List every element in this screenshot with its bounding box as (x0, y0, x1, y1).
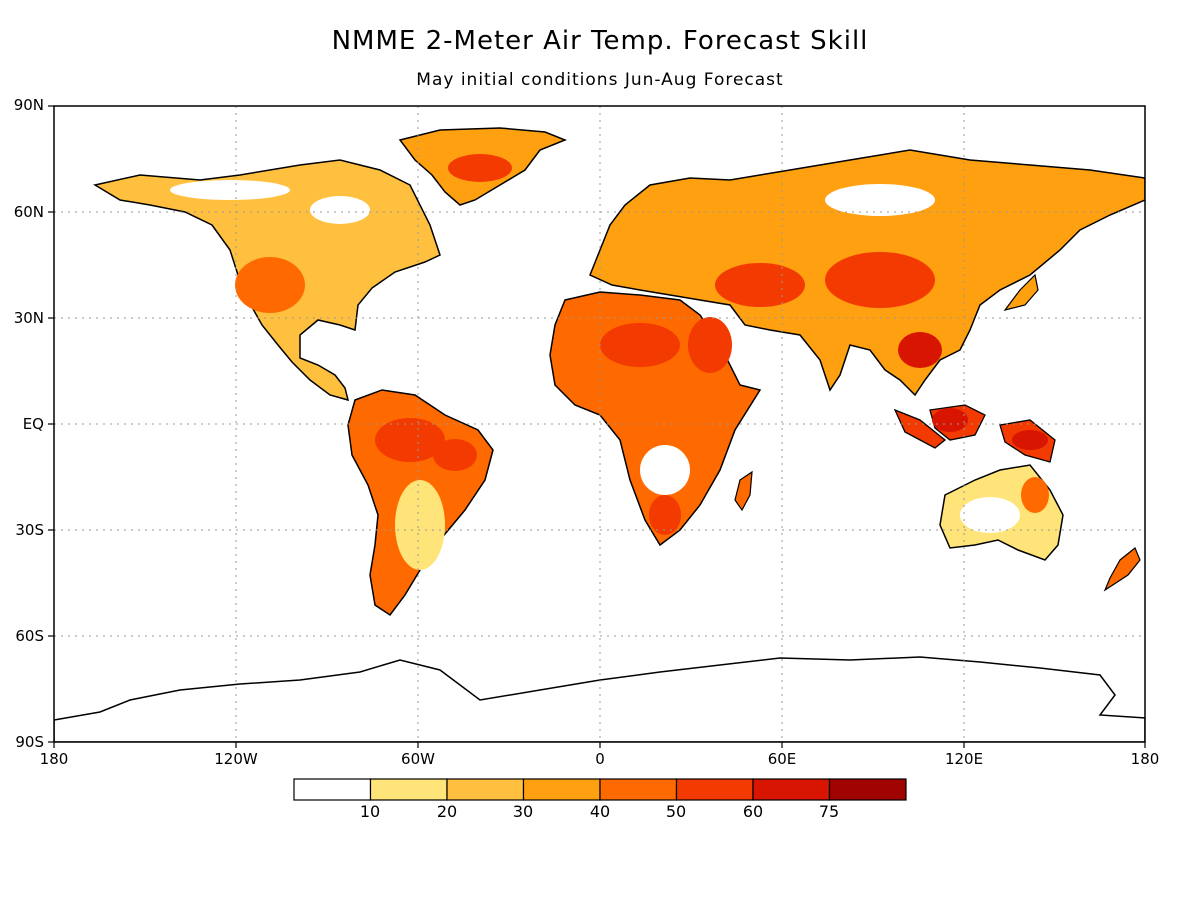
colorbar-swatch-8 (828, 778, 907, 801)
map-title: NMME 2-Meter Air Temp. Forecast Skill (331, 26, 869, 56)
lat-label-30s: 30S (15, 521, 44, 539)
axis-ticks (48, 105, 1146, 748)
colorbar-swatch-3 (446, 778, 525, 801)
lon-label-0: 0 (595, 750, 605, 768)
lat-label-eq: EQ (22, 415, 44, 433)
colorbar-swatch-5 (599, 778, 678, 801)
map-subtitle: May initial conditions Jun-Aug Forecast (416, 70, 784, 90)
graticule (54, 106, 1145, 742)
landmass-madagascar (734, 470, 753, 512)
lon-label-60e: 60E (767, 750, 797, 768)
skill-field (54, 127, 1145, 742)
landmass-japan (1003, 273, 1039, 311)
lat-label-90n: 90N (13, 96, 44, 114)
colorbar-label-50: 50 (665, 802, 687, 821)
colorbar-swatch-6 (675, 778, 754, 801)
colorbar-swatch-1 (293, 778, 372, 801)
colorbar-swatch-4 (522, 778, 601, 801)
colorbar-label-60: 60 (742, 802, 764, 821)
lat-label-60n: 60N (13, 203, 44, 221)
colorbar-label-75: 75 (818, 802, 840, 821)
colorbar-swatch-2 (369, 778, 448, 801)
lon-label-180w: 180 (39, 750, 69, 768)
lon-label-120w: 120W (214, 750, 258, 768)
colorbar-label-20: 20 (436, 802, 458, 821)
lat-label-60s: 60S (15, 627, 44, 645)
lon-label-120e: 120E (944, 750, 984, 768)
high-skill-regions (235, 154, 1049, 535)
colorbar-label-30: 30 (512, 802, 534, 821)
lat-label-90s: 90S (15, 733, 44, 751)
low-skill-regions (170, 180, 1020, 570)
lat-label-30n: 30N (13, 309, 44, 327)
lon-label-60w: 60W (401, 750, 435, 768)
landmass-antarctica (54, 656, 1145, 742)
colorbar-label-40: 40 (589, 802, 611, 821)
colorbar-swatch-7 (752, 778, 831, 801)
lon-label-180e: 180 (1130, 750, 1160, 768)
colorbar (293, 778, 907, 801)
landmass-new-zealand (1103, 547, 1141, 592)
colorbar-label-10: 10 (359, 802, 381, 821)
